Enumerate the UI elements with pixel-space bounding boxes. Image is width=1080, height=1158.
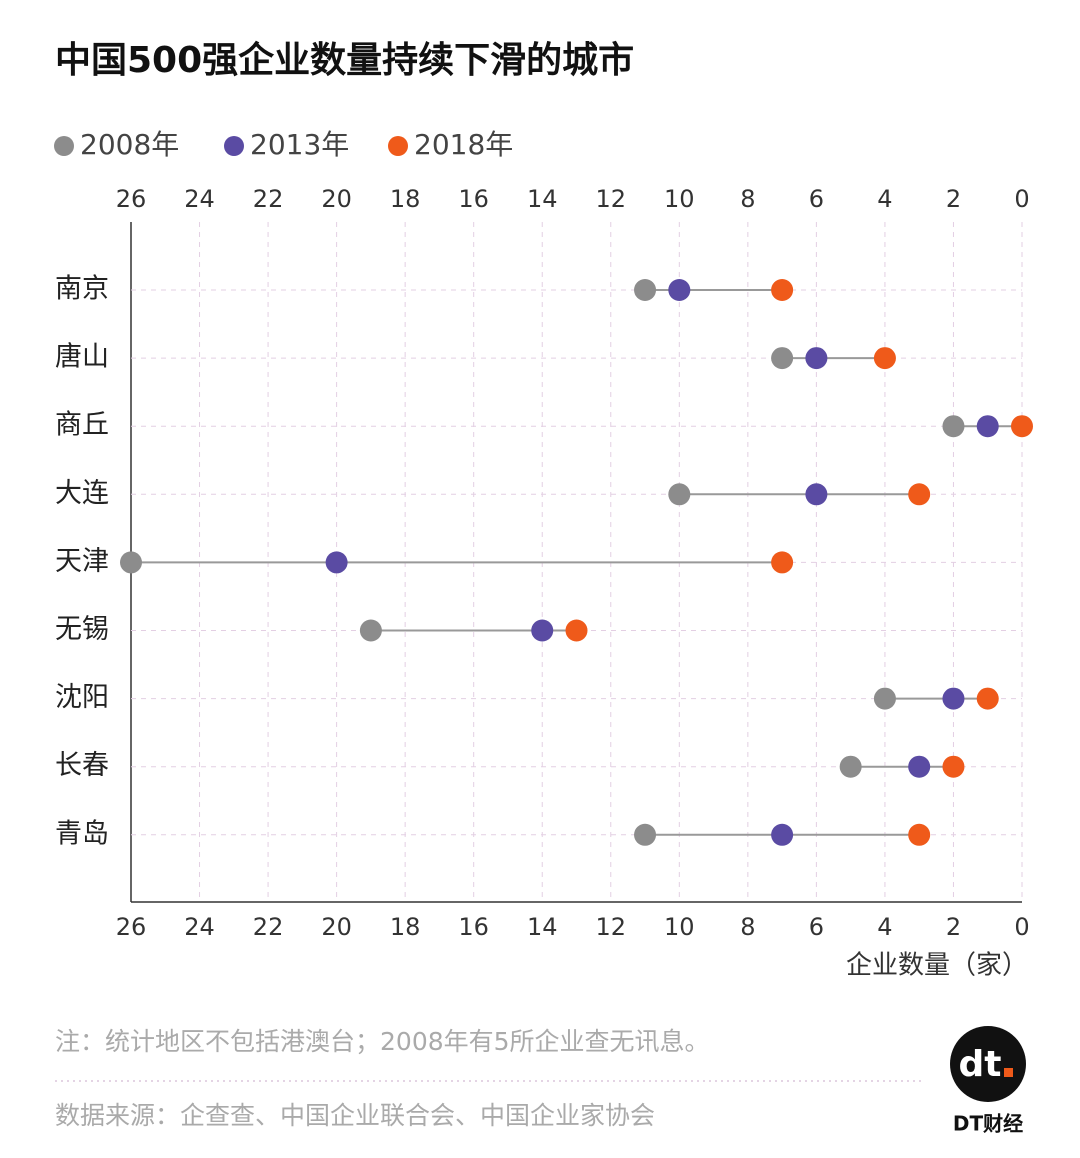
dot <box>565 619 588 642</box>
x-tick-label: 18 <box>390 913 421 941</box>
dot <box>771 551 794 574</box>
x-tick-label: 12 <box>595 913 626 941</box>
x-tick-label: 20 <box>321 185 352 213</box>
y-tick-label: 天津 <box>55 546 109 577</box>
dot <box>873 347 896 370</box>
x-tick-label: 2 <box>946 913 961 941</box>
dot <box>668 483 691 506</box>
x-tick-label: 22 <box>253 185 284 213</box>
y-tick-label: 南京 <box>55 274 109 305</box>
dot <box>908 755 931 778</box>
dot <box>873 687 896 710</box>
legend-label: 2008年 <box>80 128 179 161</box>
x-tick-label: 12 <box>595 185 626 213</box>
logo-glyph: dt <box>959 1044 1002 1085</box>
legend-label: 2018年 <box>414 128 513 161</box>
dot <box>325 551 348 574</box>
x-tick-label: 26 <box>116 913 147 941</box>
x-tick-label: 8 <box>740 185 755 213</box>
x-axis-label: 企业数量（家） <box>846 951 1028 981</box>
x-tick-label: 16 <box>458 913 489 941</box>
y-tick-label: 沈阳 <box>55 682 109 713</box>
y-tick-label: 商丘 <box>55 410 109 441</box>
y-tick-label: 青岛 <box>55 818 109 849</box>
x-tick-label: 6 <box>809 913 824 941</box>
dot <box>771 347 794 370</box>
dot <box>908 483 931 506</box>
x-tick-label: 4 <box>877 913 892 941</box>
logo-dot <box>1004 1068 1013 1077</box>
y-tick-label: 大连 <box>55 478 109 509</box>
x-tick-label: 8 <box>740 913 755 941</box>
dot <box>120 551 142 574</box>
x-tick-label: 10 <box>664 913 695 941</box>
source: 数据来源：企查查、中国企业联合会、中国企业家协会 <box>55 1101 655 1130</box>
logo <box>950 1026 1026 1102</box>
x-tick-label: 2 <box>946 185 961 213</box>
y-tick-label: 长春 <box>55 750 109 781</box>
legend-label: 2013年 <box>250 128 349 161</box>
x-tick-label: 0 <box>1014 185 1029 213</box>
dot <box>531 619 554 642</box>
legend-marker <box>54 136 74 156</box>
legend-marker <box>224 136 244 156</box>
dot <box>668 279 691 301</box>
dot <box>805 347 828 370</box>
dot <box>771 823 794 846</box>
x-tick-label: 4 <box>877 185 892 213</box>
x-tick-label: 24 <box>184 185 215 213</box>
dot <box>908 823 931 846</box>
x-tick-label: 6 <box>809 185 824 213</box>
legend-marker <box>388 136 408 156</box>
x-tick-label: 14 <box>527 185 558 213</box>
dot <box>942 415 965 438</box>
x-tick-label: 22 <box>253 913 284 941</box>
x-tick-label: 14 <box>527 913 558 941</box>
dot <box>805 483 828 506</box>
dot <box>839 755 862 778</box>
x-tick-label: 18 <box>390 185 421 213</box>
dot <box>976 687 999 710</box>
x-tick-label: 20 <box>321 913 352 941</box>
dot <box>976 415 999 438</box>
note: 注：统计地区不包括港澳台；2008年有5所企业查无讯息。 <box>55 1027 710 1056</box>
y-tick-label: 唐山 <box>55 342 109 373</box>
dot <box>1011 415 1033 438</box>
x-tick-label: 16 <box>458 185 489 213</box>
dot <box>771 279 794 301</box>
dot <box>634 279 657 301</box>
dot <box>942 687 965 710</box>
x-tick-label: 24 <box>184 913 215 941</box>
dot <box>942 755 965 778</box>
dot <box>359 619 382 642</box>
x-tick-label: 26 <box>116 185 147 213</box>
x-tick-label: 0 <box>1014 913 1029 941</box>
brand: DT财经 <box>953 1112 1023 1136</box>
chart-title: 中国500强企业数量持续下滑的城市 <box>55 39 634 81</box>
x-tick-label: 10 <box>664 185 695 213</box>
dot <box>634 823 657 846</box>
y-tick-label: 无锡 <box>55 614 109 645</box>
